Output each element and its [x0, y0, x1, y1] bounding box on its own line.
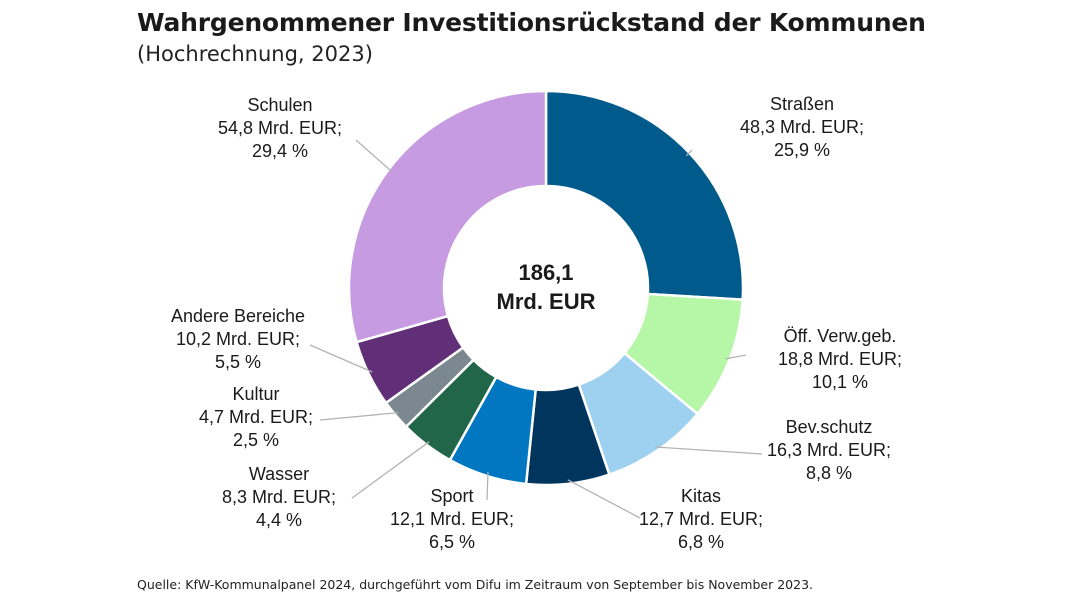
slice-label: Wasser 8,3 Mrd. EUR; 4,4 %	[222, 464, 336, 530]
slice-label-line: Wasser	[249, 464, 309, 484]
slice-label-line: 8,8 %	[806, 463, 852, 483]
center-total-value: 186,1	[518, 260, 573, 285]
slice-label-line: Straßen	[770, 94, 834, 114]
slice-label: Sport 12,1 Mrd. EUR; 6,5 %	[390, 486, 514, 552]
slice-label-line: 48,3 Mrd. EUR;	[740, 117, 864, 137]
slice-label: Straßen 48,3 Mrd. EUR; 25,9 %	[740, 94, 864, 160]
center-total: 186,1 Mrd. EUR	[497, 260, 596, 314]
slice-label-line: 12,7 Mrd. EUR;	[639, 509, 763, 529]
slice-label-line: Kitas	[681, 486, 721, 506]
slice-label-line: 54,8 Mrd. EUR;	[218, 118, 342, 138]
leader-line	[319, 411, 399, 421]
slice-label-line: 6,5 %	[429, 532, 475, 552]
slice-label-line: 2,5 %	[233, 430, 279, 450]
center-total-unit: Mrd. EUR	[497, 289, 596, 314]
slice-label-line: Öff. Verw.geb.	[784, 326, 897, 346]
leader-line	[351, 441, 430, 499]
leader-line	[655, 446, 763, 455]
slice-label-line: 10,2 Mrd. EUR;	[176, 329, 300, 349]
chart-title: Wahrgenommener Investitionsrückstand der…	[137, 8, 926, 37]
slice-label-line: 25,9 %	[774, 140, 830, 160]
slice-label-line: 4,4 %	[256, 510, 302, 530]
slice-schulen	[347, 89, 548, 344]
slice-label-line: 18,8 Mrd. EUR;	[778, 349, 902, 369]
slice-label-line: 5,5 %	[215, 352, 261, 372]
leader-line	[725, 354, 747, 360]
slice-label-line: 4,7 Mrd. EUR;	[199, 407, 313, 427]
slice-straßen	[544, 89, 745, 301]
chart-subtitle: (Hochrechnung, 2023)	[137, 42, 373, 66]
leader-line	[486, 472, 489, 501]
leader-lines	[309, 139, 763, 519]
slice-label-line: 16,3 Mrd. EUR;	[767, 440, 891, 460]
slice-label-line: Andere Bereiche	[171, 306, 305, 326]
slice-label-line: 10,1 %	[812, 372, 868, 392]
slice-label-line: Kultur	[232, 384, 279, 404]
donut-slices	[347, 89, 745, 487]
slice-label-line: Sport	[430, 486, 473, 506]
slice-label-line: 8,3 Mrd. EUR;	[222, 487, 336, 507]
slice-label: Kitas 12,7 Mrd. EUR; 6,8 %	[639, 486, 763, 552]
slice-label-line: 12,1 Mrd. EUR;	[390, 509, 514, 529]
slice-label: Kultur 4,7 Mrd. EUR; 2,5 %	[199, 384, 313, 450]
slice-labels: Straßen 48,3 Mrd. EUR; 25,9 % Öff. Verw.geb…	[171, 94, 902, 552]
slice-label-line: 6,8 %	[678, 532, 724, 552]
slice-label-line: Bev.schutz	[786, 417, 873, 437]
slice-label: Schulen 54,8 Mrd. EUR; 29,4 %	[218, 95, 342, 161]
slice-label-line: Schulen	[247, 95, 312, 115]
slice-label: Bev.schutz 16,3 Mrd. EUR; 8,8 %	[767, 417, 891, 483]
source-note: Quelle: KfW-Kommunalpanel 2024, durchgef…	[137, 577, 813, 592]
leader-line	[309, 344, 373, 373]
leader-line	[355, 139, 393, 173]
leader-line	[685, 149, 693, 157]
slice-label: Andere Bereiche 10,2 Mrd. EUR; 5,5 %	[171, 306, 305, 372]
slice-label: Öff. Verw.geb. 18,8 Mrd. EUR; 10,1 %	[778, 326, 902, 392]
leader-line	[567, 479, 641, 519]
slice-label-line: 29,4 %	[252, 141, 308, 161]
